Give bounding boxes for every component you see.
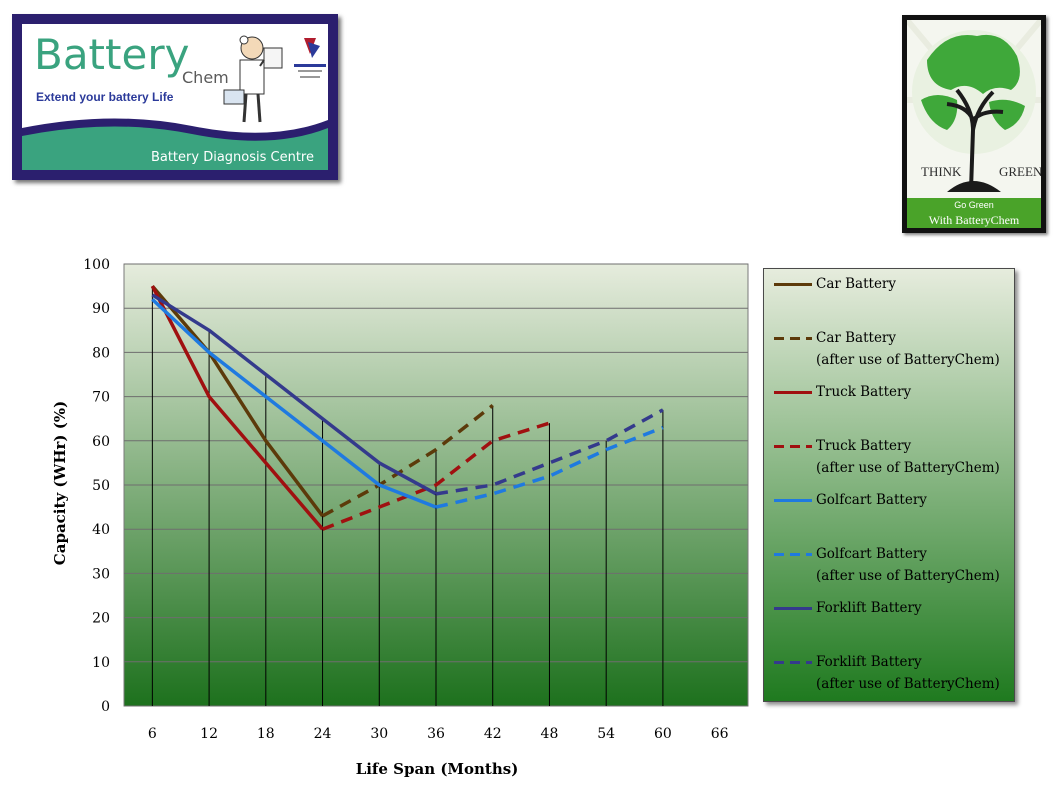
legend-swatch	[774, 553, 812, 556]
legend-label-line: Truck Battery	[816, 384, 912, 400]
legend-label-line: Golfcart Battery	[816, 492, 927, 508]
legend-swatch	[774, 661, 812, 664]
logo-band-graphic	[22, 118, 328, 170]
logo-brand-suffix: Chem	[182, 68, 229, 87]
x-axis-title: Life Span (Months)	[355, 760, 519, 778]
globe-tree-icon	[907, 20, 1041, 192]
logo-panel: Battery Chem Extend your battery Life Ba…	[22, 24, 328, 170]
series-line	[151, 293, 437, 496]
chart-legend: Car Battery Car Battery (after use of Batt…	[763, 268, 1015, 702]
logo-brand: Battery	[34, 30, 190, 79]
legend-label-line: Car Battery	[816, 330, 897, 346]
series-line	[435, 408, 664, 496]
legend-label-line: Golfcart Battery	[816, 546, 927, 562]
x-tick-label: 36	[427, 726, 445, 742]
y-tick-label: 40	[92, 522, 110, 538]
legend-label-subline: (after use of BatteryChem)	[816, 352, 1000, 368]
with-batterychem-text: With BatteryChem	[928, 213, 1020, 227]
ronak-group-logo	[294, 38, 326, 78]
y-tick-label: 80	[92, 345, 110, 361]
y-tick-labels: 0 10 20 30 40 50 60 70 80 90 100	[83, 257, 110, 715]
y-tick-label: 70	[92, 390, 110, 406]
y-tick-label: 100	[83, 257, 110, 273]
legend-label-line: Forklift Battery	[816, 600, 922, 616]
logo-tagline: Extend your battery Life	[36, 90, 174, 104]
go-green-text: Go Green	[954, 200, 994, 210]
legend-label: Forklift Battery	[816, 597, 922, 619]
x-tick-label: 30	[370, 726, 388, 742]
legend-swatch	[774, 445, 812, 448]
legend-label: Golfcart Battery	[816, 489, 927, 511]
legend-label: Car Battery	[816, 273, 896, 295]
battery-chem-logo: Battery Chem Extend your battery Life Ba…	[12, 14, 338, 180]
series-line	[435, 425, 664, 509]
y-tick-label: 90	[92, 301, 110, 317]
legend-label: Car Battery (after use of BatteryChem)	[816, 327, 1000, 371]
series-line	[321, 421, 550, 531]
series-lines	[150, 284, 664, 531]
logo-band-text: Battery Diagnosis Centre	[150, 150, 314, 165]
x-tick-labels: 6 12 18 24 30 36 42 48 54 60 66	[148, 726, 729, 742]
y-tick-label: 30	[92, 566, 110, 582]
legend-label: Truck Battery	[816, 381, 911, 403]
green-text: GREEN	[999, 164, 1041, 179]
legend-swatch	[774, 607, 812, 610]
series-line	[151, 284, 324, 517]
legend-label-subline: (after use of BatteryChem)	[816, 460, 1000, 476]
legend-swatch	[774, 283, 812, 286]
legend-swatch	[774, 391, 812, 394]
series-line	[151, 298, 437, 509]
legend-swatch	[774, 499, 812, 502]
x-tick-label: 66	[711, 726, 729, 742]
go-green-bar	[907, 198, 1041, 228]
y-tick-label: 60	[92, 434, 110, 450]
x-tick-label: 6	[148, 726, 157, 742]
legend-swatch	[774, 337, 812, 340]
doctor-mascot-icon	[223, 35, 283, 123]
x-tick-label: 18	[257, 726, 275, 742]
x-tick-label: 24	[314, 726, 332, 742]
x-tick-label: 54	[597, 726, 615, 742]
legend-label-subline: (after use of BatteryChem)	[816, 676, 1000, 692]
legend-label: Forklift Battery (after use of BatteryChe…	[816, 651, 1000, 695]
legend-label-line: Car Battery	[816, 276, 897, 292]
y-tick-label: 50	[92, 478, 110, 494]
x-tick-label: 12	[200, 726, 218, 742]
x-tick-label: 60	[654, 726, 672, 742]
legend-label: Golfcart Battery (after use of BatteryChe…	[816, 543, 1000, 587]
think-text: THINK	[921, 164, 962, 179]
legend-label: Truck Battery (after use of BatteryChem)	[816, 435, 1000, 479]
think-green-badge: THINK GREEN Go Green With BatteryChem	[902, 15, 1046, 233]
legend-label-line: Truck Battery	[816, 438, 912, 454]
y-tick-label: 20	[92, 611, 110, 627]
y-axis-title: Capacity (WHr) (%)	[51, 400, 69, 566]
series-line	[150, 285, 324, 531]
x-tick-label: 48	[541, 726, 559, 742]
legend-label-subline: (after use of BatteryChem)	[816, 568, 1000, 584]
y-tick-label: 10	[92, 655, 110, 671]
think-green-panel: THINK GREEN Go Green With BatteryChem	[907, 20, 1041, 228]
x-tick-label: 42	[484, 726, 502, 742]
series-line	[321, 404, 494, 518]
y-tick-label: 0	[101, 699, 110, 715]
legend-label-line: Forklift Battery	[816, 654, 922, 670]
